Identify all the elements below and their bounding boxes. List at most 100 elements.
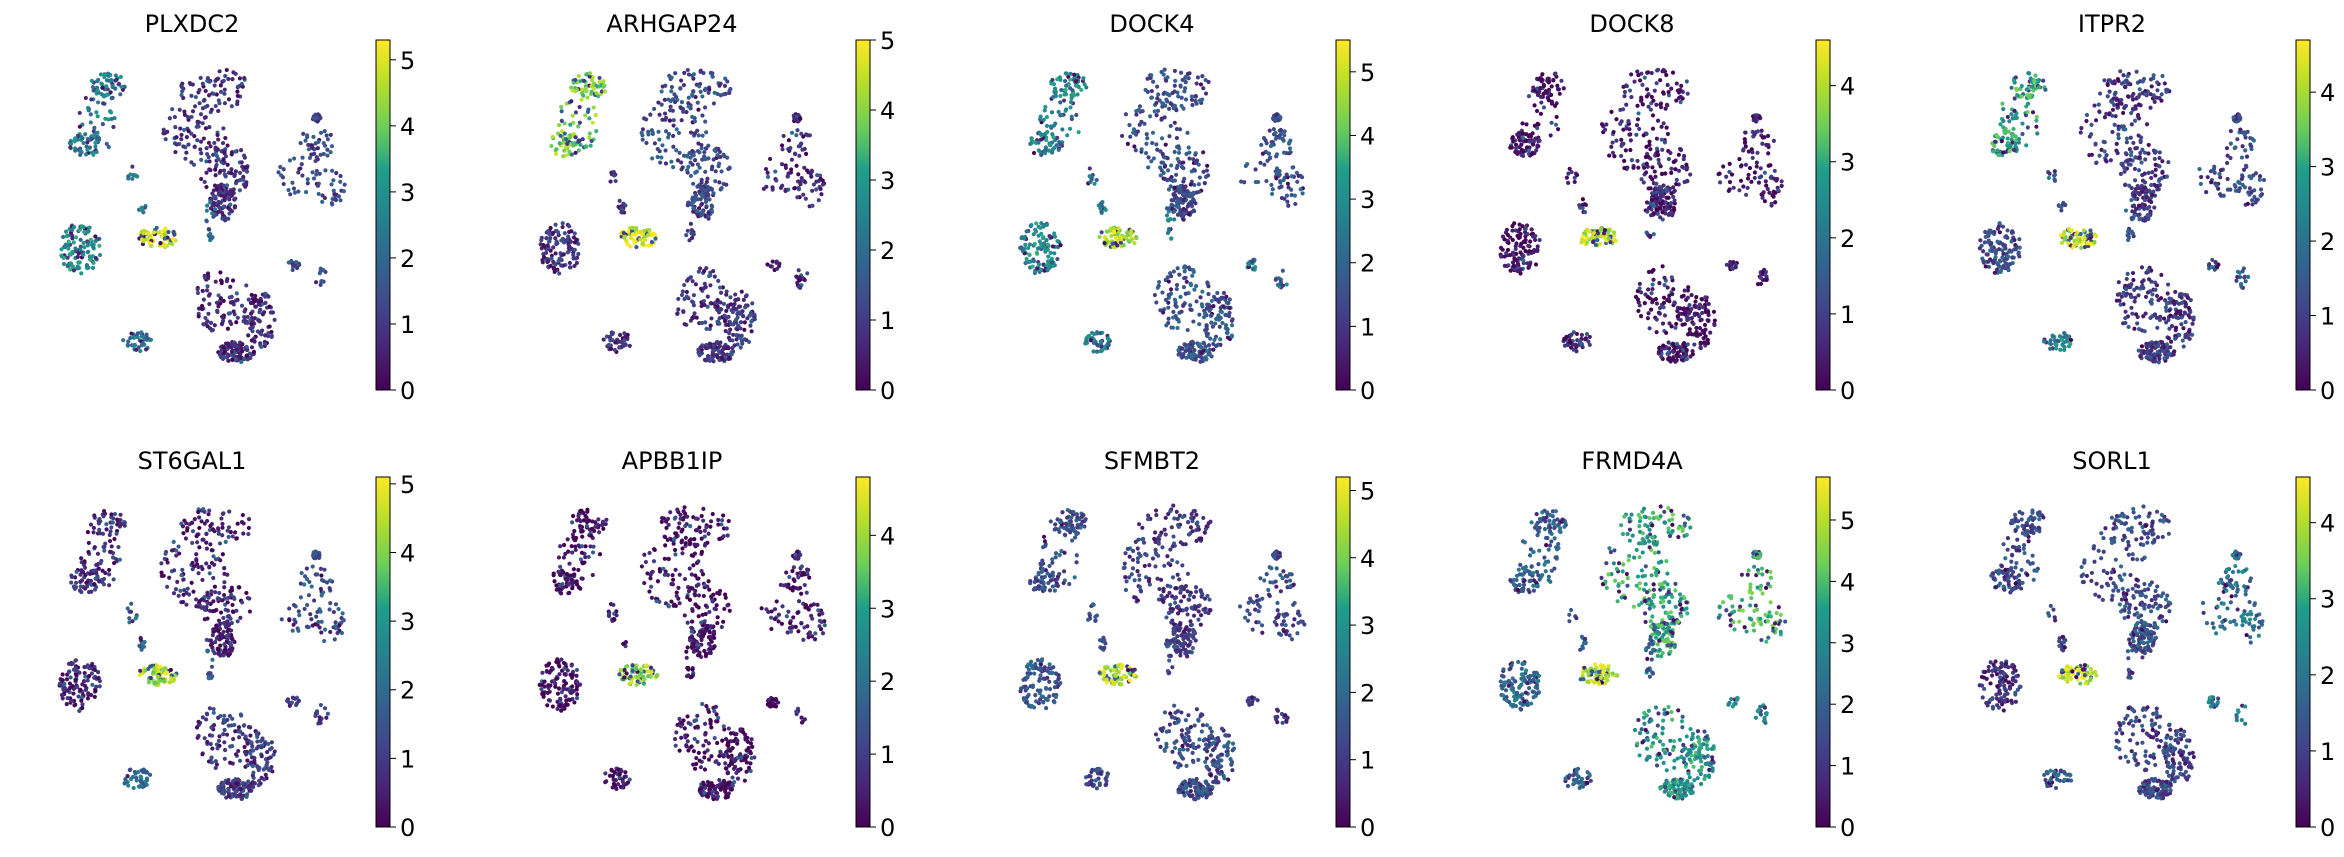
cell-point — [669, 160, 673, 164]
cell-point — [704, 205, 708, 209]
cell-point — [269, 330, 273, 334]
cell-point — [1289, 150, 1293, 154]
cell-point — [2125, 79, 2129, 83]
cell-point — [113, 78, 117, 82]
cell-point — [1521, 136, 1525, 140]
cell-point — [1531, 234, 1535, 238]
cell-point — [207, 93, 211, 97]
cell-point — [1588, 229, 1592, 233]
colorbar-tick-label: 4 — [1360, 122, 1375, 150]
cell-point — [684, 110, 688, 114]
cell-point — [294, 260, 298, 264]
cell-point — [1995, 148, 1999, 152]
cell-point — [1662, 296, 1666, 300]
cell-point — [1624, 148, 1628, 152]
cell-point — [184, 151, 188, 155]
cell-point — [1525, 232, 1529, 236]
cell-point — [1204, 331, 1208, 335]
cell-point — [685, 279, 689, 283]
cell-point — [227, 211, 231, 215]
cell-point — [1220, 321, 1224, 325]
cell-point — [698, 166, 702, 170]
cell-point — [214, 104, 218, 108]
cluster-bottom-small — [121, 330, 153, 353]
cell-point — [1619, 154, 1623, 158]
cell-point — [618, 333, 622, 337]
cell-point — [215, 187, 219, 191]
cell-point — [675, 311, 679, 315]
cell-point — [204, 185, 208, 189]
cell-point — [95, 150, 99, 154]
cell-point — [731, 310, 735, 314]
cell-point — [1097, 235, 1101, 239]
cell-point — [1680, 323, 1684, 327]
cell-point — [319, 283, 323, 287]
cell-point — [185, 135, 189, 139]
cell-point — [1666, 285, 1670, 289]
cell-point — [1655, 330, 1659, 334]
cell-point — [230, 104, 234, 108]
cell-point — [273, 318, 277, 322]
cell-point — [1658, 78, 1662, 82]
cell-point — [713, 275, 717, 279]
cell-point — [1655, 301, 1659, 305]
cell-point — [2014, 75, 2018, 79]
cell-point — [1058, 100, 1062, 104]
cell-point — [1622, 159, 1626, 163]
cell-point — [1610, 140, 1614, 144]
cell-point — [1510, 145, 1514, 149]
cell-point — [782, 134, 786, 138]
cell-point — [1186, 204, 1190, 208]
cell-point — [1739, 179, 1743, 183]
cell-point — [747, 314, 751, 318]
cell-point — [1282, 151, 1286, 155]
cell-point — [1203, 181, 1207, 185]
cell-point — [1198, 175, 1202, 179]
cell-point — [2152, 73, 2156, 77]
cell-point — [311, 135, 315, 139]
cell-point — [564, 137, 568, 141]
cluster-left — [1018, 221, 1063, 275]
cell-point — [220, 315, 224, 319]
cell-point — [1686, 296, 1690, 300]
cell-point — [1748, 166, 1752, 170]
cell-point — [2137, 204, 2141, 208]
cell-point — [225, 68, 229, 72]
cell-point — [1683, 180, 1687, 184]
cell-point — [786, 174, 790, 178]
cell-point — [1670, 275, 1674, 279]
cell-point — [717, 180, 721, 184]
cell-point — [542, 255, 546, 259]
cell-point — [775, 267, 779, 271]
cell-point — [231, 278, 235, 282]
cell-point — [815, 173, 819, 177]
cell-point — [1572, 330, 1576, 334]
cell-point — [1998, 122, 2002, 126]
cell-point — [608, 335, 612, 339]
cell-point — [1660, 69, 1664, 73]
cell-point — [660, 143, 664, 147]
cell-point — [580, 98, 584, 102]
cell-point — [1153, 293, 1157, 297]
cell-point — [1200, 304, 1204, 308]
cell-point — [193, 145, 197, 149]
cell-point — [242, 309, 246, 313]
cell-point — [268, 324, 272, 328]
cell-point — [1771, 193, 1775, 197]
cell-point — [1181, 161, 1185, 165]
cell-point — [1679, 147, 1683, 151]
cell-point — [798, 180, 802, 184]
cell-point — [1538, 86, 1542, 90]
cell-point — [1553, 104, 1557, 108]
cell-point — [1144, 142, 1148, 146]
cell-point — [1189, 282, 1193, 286]
cell-point — [561, 221, 565, 225]
cell-point — [1675, 354, 1679, 358]
cell-point — [222, 168, 226, 172]
cell-point — [300, 174, 304, 178]
cell-point — [1077, 130, 1081, 134]
cell-point — [1211, 348, 1215, 352]
cell-point — [674, 148, 678, 152]
cell-point — [1173, 69, 1177, 73]
